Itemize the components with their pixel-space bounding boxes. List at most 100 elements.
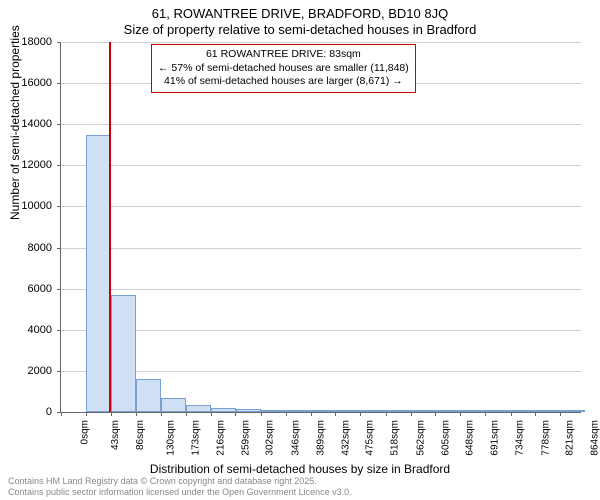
xtick-mark [211, 412, 212, 416]
ytick-mark [57, 42, 61, 43]
ytick-label: 2000 [28, 365, 52, 377]
gridline [61, 371, 581, 372]
xtick-mark [511, 412, 512, 416]
gridline [61, 330, 581, 331]
xtick-label: 216sqm [215, 420, 226, 456]
xtick-mark [460, 412, 461, 416]
histogram-bar [510, 410, 535, 412]
histogram-bar [361, 410, 386, 412]
xtick-label: 259sqm [240, 420, 251, 456]
annotation-box: 61 ROWANTREE DRIVE: 83sqm← 57% of semi-d… [151, 44, 416, 93]
gridline [61, 248, 581, 249]
gridline [61, 165, 581, 166]
xtick-mark [386, 412, 387, 416]
xtick-label: 130sqm [166, 420, 177, 456]
xtick-label: 302sqm [265, 420, 276, 456]
histogram-bar [261, 410, 286, 412]
footer-line1: Contains HM Land Registry data © Crown c… [8, 476, 352, 487]
y-ticks: 0200040006000800010000120001400016000180… [0, 42, 56, 412]
xtick-mark [261, 412, 262, 416]
annotation-line2: ← 57% of semi-detached houses are smalle… [158, 62, 409, 76]
xtick-label: 346sqm [290, 420, 301, 456]
histogram-bar [161, 398, 186, 412]
xtick-label: 432sqm [340, 420, 351, 456]
xtick-label: 389sqm [315, 420, 326, 456]
ytick-mark [57, 371, 61, 372]
xtick-label: 173sqm [191, 420, 202, 456]
ytick-label: 12000 [21, 159, 52, 171]
xtick-label: 691sqm [490, 420, 501, 456]
ytick-mark [57, 165, 61, 166]
histogram-bar [485, 410, 510, 412]
attribution-footer: Contains HM Land Registry data © Crown c… [8, 476, 352, 498]
title-subtitle: Size of property relative to semi-detach… [0, 22, 600, 37]
histogram-bar [286, 410, 311, 412]
histogram-bar [385, 410, 410, 412]
histogram-bar [311, 410, 336, 412]
footer-line2: Contains public sector information licen… [8, 487, 352, 498]
xtick-mark [186, 412, 187, 416]
ytick-label: 14000 [21, 118, 52, 130]
xtick-mark [235, 412, 236, 416]
ytick-label: 8000 [28, 242, 52, 254]
title-address: 61, ROWANTREE DRIVE, BRADFORD, BD10 8JQ [0, 6, 600, 21]
ytick-label: 16000 [21, 77, 52, 89]
gridline [61, 42, 581, 43]
histogram-bar [410, 410, 435, 412]
histogram-bar [460, 410, 485, 412]
xtick-mark [86, 412, 87, 416]
xtick-label: 648sqm [465, 420, 476, 456]
ytick-label: 18000 [21, 36, 52, 48]
xtick-mark [111, 412, 112, 416]
xtick-label: 475sqm [365, 420, 376, 456]
plot-area: 61 ROWANTREE DRIVE: 83sqm← 57% of semi-d… [60, 42, 581, 413]
xtick-mark [136, 412, 137, 416]
histogram-bar [186, 405, 211, 412]
histogram-bar [211, 408, 236, 412]
ytick-label: 0 [46, 406, 52, 418]
xtick-mark [485, 412, 486, 416]
xtick-label: 562sqm [415, 420, 426, 456]
xtick-mark [360, 412, 361, 416]
histogram-bar [111, 295, 136, 412]
xtick-mark [286, 412, 287, 416]
ytick-label: 10000 [21, 200, 52, 212]
xtick-mark [411, 412, 412, 416]
ytick-mark [57, 330, 61, 331]
ytick-mark [57, 83, 61, 84]
xtick-label: 86sqm [135, 420, 146, 450]
ytick-label: 6000 [28, 283, 52, 295]
xtick-mark [311, 412, 312, 416]
annotation-line3: 41% of semi-detached houses are larger (… [158, 75, 409, 89]
xtick-label: 864sqm [590, 420, 600, 456]
ytick-mark [57, 206, 61, 207]
ytick-mark [57, 248, 61, 249]
xtick-label: 605sqm [440, 420, 451, 456]
annotation-line1: 61 ROWANTREE DRIVE: 83sqm [158, 48, 409, 62]
histogram-bar [236, 409, 261, 412]
histogram-bar [136, 379, 161, 412]
xtick-mark [335, 412, 336, 416]
xtick-mark [435, 412, 436, 416]
xtick-label: 734sqm [515, 420, 526, 456]
xtick-mark [161, 412, 162, 416]
x-axis-label: Distribution of semi-detached houses by … [0, 462, 600, 476]
xtick-label: 0sqm [79, 420, 90, 444]
ytick-label: 4000 [28, 324, 52, 336]
xtick-label: 43sqm [110, 420, 121, 450]
ytick-mark [57, 124, 61, 125]
xtick-label: 518sqm [390, 420, 401, 456]
property-marker-line [109, 42, 111, 412]
xtick-mark [535, 412, 536, 416]
gridline [61, 206, 581, 207]
xtick-mark [61, 412, 62, 416]
ytick-mark [57, 289, 61, 290]
xtick-label: 821sqm [565, 420, 576, 456]
histogram-bar [560, 410, 585, 412]
gridline [61, 289, 581, 290]
histogram-bar [86, 135, 111, 413]
xtick-mark [560, 412, 561, 416]
chart-container: 61, ROWANTREE DRIVE, BRADFORD, BD10 8JQ … [0, 0, 600, 500]
gridline [61, 124, 581, 125]
histogram-bar [336, 410, 361, 412]
